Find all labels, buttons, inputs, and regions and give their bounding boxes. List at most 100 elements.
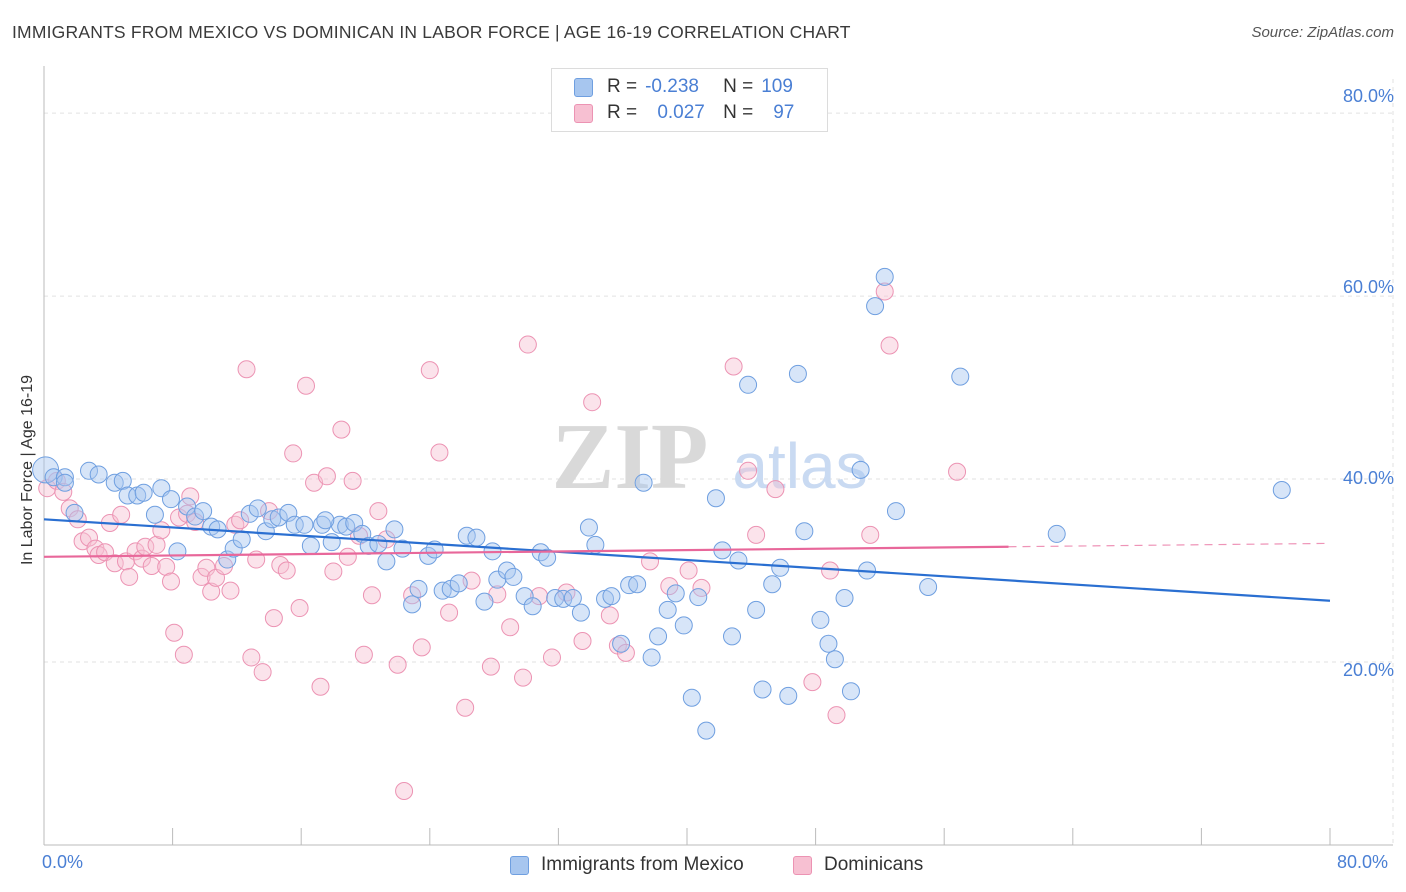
mexico-point (919, 578, 938, 597)
dominican-point (827, 706, 846, 725)
mexico-point (269, 508, 288, 527)
mexico-point (634, 473, 653, 492)
mexico-point (285, 515, 304, 534)
mexico-point (523, 597, 542, 616)
mexico-point (579, 518, 598, 537)
mexico-point (682, 688, 701, 707)
dominican-point (253, 663, 272, 682)
bottom-legend-label-mexico: Immigrants from Mexico (541, 854, 744, 875)
dominican-point (660, 577, 679, 596)
dominican-point (440, 603, 459, 622)
legend-r-value-mexico: -0.238 (645, 76, 699, 97)
mexico-point (689, 588, 708, 607)
dominican-point (343, 471, 362, 490)
mexico-point (795, 522, 814, 541)
dominican-point (181, 487, 200, 506)
dominican-point (583, 393, 602, 412)
dominican-point (362, 586, 381, 605)
mexico-point (279, 503, 298, 522)
dominican-point (948, 462, 967, 481)
mexico-point (612, 634, 631, 653)
mexico-point (301, 536, 320, 555)
dominican-point (202, 582, 221, 601)
mexico-point (723, 627, 742, 646)
mexico-point (628, 575, 647, 594)
trend-line-dominicans (43, 545, 1009, 558)
mexico-point (706, 489, 725, 508)
mexico-point (841, 682, 860, 701)
mexico-point (369, 535, 388, 554)
mexico-point (504, 567, 523, 586)
dominican-point (192, 567, 211, 586)
dominican-point (766, 480, 785, 499)
mexico-point (1047, 524, 1066, 543)
x-tick-label-80: 80.0% (1337, 852, 1389, 872)
bottom-legend-swatch-dominicans (793, 855, 812, 875)
source-label: Source: ZipAtlas.com (1251, 24, 1394, 41)
mexico-point (419, 546, 438, 565)
dominican-point (412, 638, 431, 657)
mexico-point (771, 558, 790, 577)
mexico-point (788, 364, 807, 383)
mexico-point (649, 627, 668, 646)
watermark: ZIP atlas (552, 405, 868, 509)
dominican-point (142, 556, 161, 575)
bottom-legend-mexico: Immigrants from Mexico (510, 852, 744, 878)
mexico-point (951, 367, 970, 386)
mexico-point (571, 603, 590, 622)
stats-legend: R = -0.238 N = 109 R = 0.027 N = 97 (551, 68, 828, 132)
mexico-point (316, 511, 335, 530)
bottom-legend-swatch-mexico (510, 855, 529, 875)
mexico-point (467, 528, 486, 547)
mexico-point (497, 561, 516, 580)
y-tick-label-20: 20.0% (1342, 660, 1394, 680)
legend-r-label: R = (607, 76, 638, 97)
dominican-point (739, 461, 758, 480)
mexico-point (1272, 481, 1291, 500)
dominican-point (332, 420, 351, 439)
dominican-point (542, 648, 561, 667)
dominican-point (803, 673, 822, 692)
axes (43, 66, 1393, 846)
mexico-point (403, 595, 422, 614)
mexico-point (263, 510, 282, 529)
mexico-point (666, 584, 685, 603)
mexico-point (232, 530, 251, 549)
dominican-point (165, 623, 184, 642)
dominican-point (231, 511, 250, 530)
dominican-point (880, 336, 899, 355)
dominican-point (277, 561, 296, 580)
legend-n-value-mexico: 109 (761, 76, 793, 97)
mexico-point (55, 473, 74, 492)
mexico-point (886, 502, 905, 521)
mexico-point (697, 721, 716, 740)
mexico-point (779, 686, 798, 705)
mexico-point (554, 589, 573, 608)
mexico-point (747, 600, 766, 619)
dominican-point (501, 618, 520, 637)
dominican-point (157, 557, 176, 576)
dominican-point (861, 525, 880, 544)
trend-lines (43, 518, 1331, 602)
mexico-point (866, 297, 885, 316)
dominican-point (518, 335, 537, 354)
mexico-point (89, 465, 108, 484)
mexico-point (385, 520, 404, 539)
dominican-point (354, 645, 373, 664)
dominican-point (369, 502, 388, 521)
legend-swatch-dominicans (574, 103, 593, 123)
dominican-point (105, 554, 124, 573)
mexico-point (835, 588, 854, 607)
legend-r-label: R = (607, 102, 638, 123)
series-immigrants-from-mexico (32, 267, 1291, 740)
dominican-point (600, 606, 619, 625)
watermark-zip: ZIP (552, 405, 709, 509)
mexico-point (113, 471, 132, 490)
chart-title: IMMIGRANTS FROM MEXICO VS DOMINICAN IN L… (12, 22, 851, 42)
gridlines (44, 79, 1395, 845)
mexico-point (763, 575, 782, 594)
dominican-point (221, 581, 240, 600)
bottom-legend-dominicans: Dominicans (793, 852, 923, 878)
dominican-point (395, 782, 414, 801)
